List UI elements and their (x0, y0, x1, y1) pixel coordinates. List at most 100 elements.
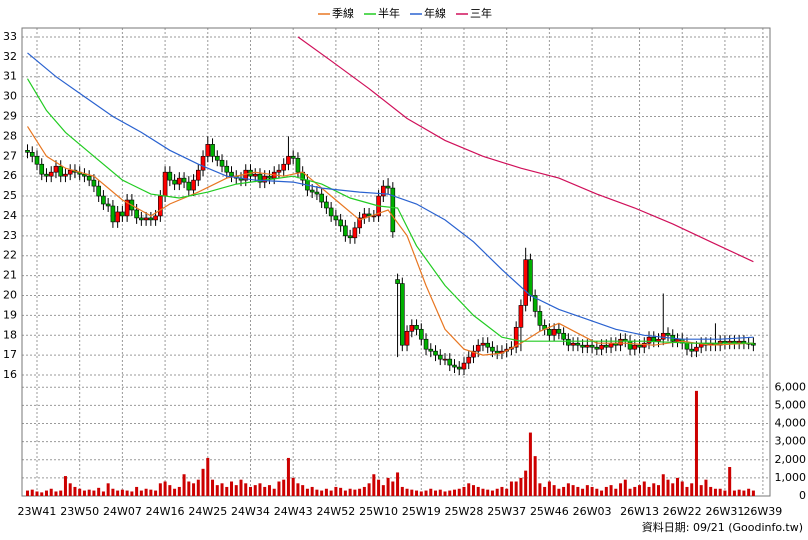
volume-bar (87, 489, 91, 496)
candle-body (528, 259, 533, 296)
volume-bar (604, 486, 608, 496)
y-tick-label: 29 (3, 109, 17, 122)
candle-body (347, 235, 353, 239)
candle-body (153, 215, 158, 221)
candle-body (328, 207, 334, 217)
volume-bar (486, 489, 490, 496)
x-tick-label: 24W16 (146, 505, 185, 518)
candle-body (575, 342, 581, 346)
candle-body (200, 155, 206, 171)
candle-body (608, 342, 614, 348)
candle-body (110, 205, 116, 223)
candle-body (471, 350, 476, 358)
volume-bar (44, 490, 48, 496)
volume-bar (481, 488, 485, 496)
legend-label: 三年 (470, 6, 492, 20)
x-tick-label: 24W52 (316, 505, 355, 518)
candle-body (660, 332, 666, 340)
candle-body (34, 155, 40, 165)
volume-bar (614, 488, 618, 496)
plot-frame (21, 27, 771, 497)
candle-body (324, 201, 329, 209)
volume-bar (192, 483, 196, 496)
candle-body (461, 362, 467, 370)
y-tick-label: 20 (3, 288, 17, 301)
candle-body (604, 344, 609, 348)
volume-bar (709, 486, 713, 496)
candle-body (314, 191, 320, 195)
volume-bar (623, 479, 627, 496)
volume-bar (305, 488, 309, 496)
ma-line (297, 36, 754, 263)
volume-bar (348, 488, 352, 496)
candle-body (338, 219, 343, 227)
volume-bar (248, 486, 252, 496)
candle-body (229, 171, 234, 177)
volume-bar (728, 467, 732, 496)
candle-body (656, 338, 661, 342)
candle-body (352, 227, 358, 239)
volume-bar (92, 490, 96, 496)
volume-bar (552, 485, 556, 496)
candle-body (490, 346, 495, 352)
y2-tick-label: 0 (799, 489, 806, 502)
volume-bar (514, 481, 518, 496)
volume-bar (737, 489, 741, 496)
candle-body (452, 364, 457, 368)
y2-tick-label: 2,000 (775, 453, 807, 466)
volume-bar (68, 483, 72, 496)
volume-bar (125, 490, 129, 496)
volume-bar (566, 483, 570, 496)
candle-body (418, 328, 424, 340)
volume-bar (97, 487, 101, 496)
candle-body (48, 171, 54, 177)
volume-bar (201, 468, 205, 496)
volume-bar (353, 489, 357, 496)
volume-bar (35, 491, 39, 496)
volume-bar (533, 456, 537, 496)
volume-bar (547, 481, 551, 496)
candle-body (162, 171, 168, 197)
candle-body (158, 195, 163, 217)
volume-bar (671, 483, 675, 496)
y-tick-label: 31 (3, 70, 17, 83)
candle-body (357, 217, 362, 229)
volume-bar (315, 489, 319, 496)
candle-body (556, 328, 562, 334)
volume-bar (73, 486, 77, 496)
volume-bar (581, 488, 585, 496)
candle-body (205, 144, 211, 157)
candle-body (191, 179, 196, 191)
candle-body (86, 175, 92, 181)
y-tick-label: 21 (3, 269, 17, 282)
y2-tick-label: 3,000 (775, 435, 807, 448)
volume-bar (130, 491, 134, 496)
candle-body (561, 332, 566, 340)
volume-bar (391, 481, 395, 496)
candle-body (295, 157, 301, 173)
candle-body (494, 350, 500, 354)
ma-line (26, 126, 754, 356)
volume-bar (291, 477, 295, 496)
y-tick-label: 27 (3, 149, 17, 162)
volume-bar (310, 486, 314, 496)
volume-bar (82, 490, 86, 496)
volume-bar (173, 488, 177, 496)
candle-body (632, 344, 638, 350)
volume-bar (49, 488, 53, 496)
volume-bar (253, 485, 257, 496)
volume-bar (438, 489, 442, 496)
candle-body (423, 338, 429, 350)
volume-bar (400, 486, 404, 496)
volume-bar (267, 485, 271, 496)
volume-bar (320, 490, 324, 496)
volume-bar (377, 479, 381, 496)
candle-body (551, 328, 557, 336)
volume-bar (524, 470, 528, 496)
candle-body (29, 151, 35, 157)
volume-bar (505, 488, 509, 496)
volume-bar (116, 490, 120, 496)
candle-body (63, 173, 68, 177)
candle-body (124, 199, 130, 217)
